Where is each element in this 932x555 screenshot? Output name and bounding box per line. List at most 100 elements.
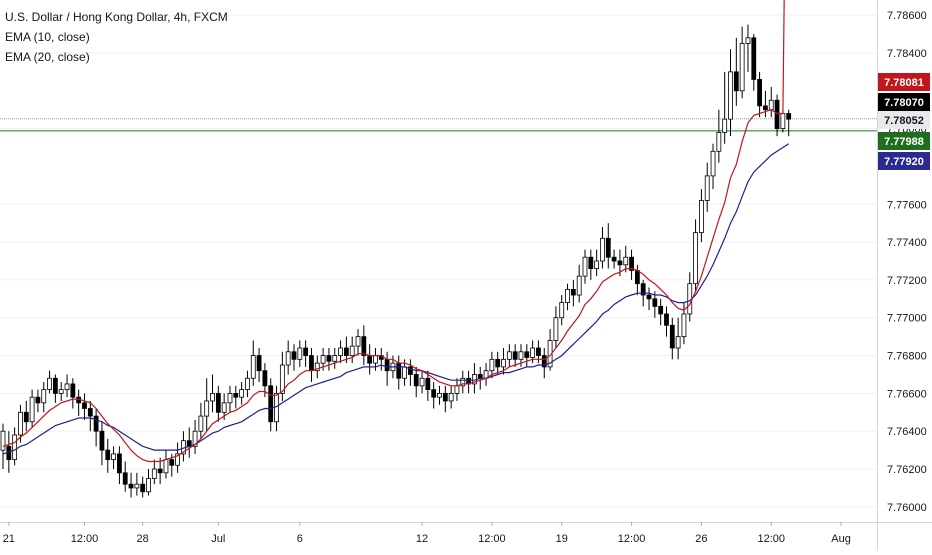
candle (297, 340, 303, 367)
x-tick-label: 12:00 (757, 533, 785, 545)
y-tick-label: 7.78600 (887, 10, 927, 22)
price-tag-ema10: 7.78081 (878, 73, 930, 91)
candle (105, 438, 111, 473)
candle (623, 245, 629, 273)
candle-body (658, 305, 664, 315)
candle (588, 249, 594, 280)
candle-body (634, 270, 640, 285)
candle (309, 348, 314, 383)
candle-body (279, 364, 285, 394)
candle (367, 344, 373, 375)
candle-body (320, 355, 326, 364)
candle (140, 476, 146, 498)
candle (355, 329, 361, 356)
candle-body (349, 345, 355, 356)
candle (407, 359, 413, 386)
candle (157, 457, 163, 485)
candle-body (239, 389, 245, 398)
candle (12, 427, 18, 466)
candle-body (419, 377, 425, 387)
price-tag-label: 7.77920 (884, 156, 924, 168)
legend-ema10[interactable]: EMA (10, close) (5, 30, 90, 44)
y-tick-label: 7.78400 (887, 48, 927, 60)
candle (524, 344, 530, 367)
candle-body (23, 411, 29, 423)
candle (768, 87, 774, 118)
candle (425, 370, 431, 401)
candle (582, 249, 588, 284)
candle (594, 249, 600, 277)
x-tick-label: Jul (211, 533, 225, 545)
y-tick-label: 7.77200 (887, 275, 927, 287)
candle (495, 351, 501, 375)
candle (658, 298, 664, 326)
candle-body (41, 389, 47, 404)
candle-body (407, 366, 413, 375)
candle-body (87, 408, 93, 417)
candle-body (268, 385, 274, 423)
candle-body (745, 37, 751, 44)
candle-body (774, 99, 780, 130)
candle (413, 366, 419, 398)
candle (314, 355, 320, 379)
candle (378, 348, 384, 371)
candle (733, 37, 739, 106)
candle-body (460, 377, 466, 387)
candle-body (47, 377, 52, 391)
candle-body (93, 415, 99, 432)
y-tick-label: 7.77000 (887, 313, 927, 325)
candle (547, 329, 553, 371)
candle-body (413, 374, 419, 387)
price-tag-bg (878, 111, 930, 129)
candle (419, 370, 425, 394)
candle-body (384, 358, 390, 372)
candle-body (245, 377, 250, 391)
candle (751, 34, 757, 91)
candle-body (146, 478, 151, 493)
candle-body (134, 483, 140, 489)
price-tag-label: 7.78070 (884, 97, 924, 109)
candle-body (326, 355, 332, 362)
x-tick-label: 12:00 (618, 533, 646, 545)
candle (82, 393, 87, 420)
candle (239, 382, 245, 405)
candle (384, 351, 390, 386)
x-tick-label: 21 (3, 533, 15, 545)
candle (634, 264, 640, 296)
candle (448, 385, 454, 409)
candle (52, 374, 58, 403)
y-tick-label: 7.76600 (887, 388, 927, 400)
candle (227, 385, 233, 413)
price-tag-last: 7.78052 (878, 111, 930, 129)
candle (763, 90, 768, 118)
candle-body (70, 383, 76, 398)
price-tag-bg (878, 93, 930, 111)
y-tick-label: 7.76400 (887, 426, 927, 438)
candle-body (256, 355, 262, 372)
candle-body (693, 232, 698, 285)
candle (431, 382, 437, 409)
x-tick-label: 19 (556, 533, 568, 545)
legend-ema20[interactable]: EMA (20, close) (5, 50, 90, 64)
ema-lines (2, 0, 790, 463)
x-tick-label: 26 (695, 533, 707, 545)
candle (646, 287, 652, 311)
candle-body (192, 430, 198, 447)
candle (163, 450, 169, 479)
candle-body (594, 260, 600, 269)
candle-body (588, 256, 594, 269)
candle-body (314, 362, 320, 372)
candle (483, 363, 489, 386)
candle (93, 408, 99, 447)
candle (70, 378, 76, 409)
x-axis[interactable]: 21 12:00 28 Jul 6 12 12:00 19 12:00 26 12:00 Aug (0, 522, 932, 545)
candle (192, 419, 198, 454)
legend-title[interactable]: U.S. Dollar / Hong Kong Dollar, 4h, FXCM (5, 10, 228, 24)
candle (699, 189, 704, 243)
candle-body (0, 430, 6, 451)
candle-body (757, 79, 762, 107)
candle-body (128, 483, 134, 489)
candle (111, 446, 116, 470)
